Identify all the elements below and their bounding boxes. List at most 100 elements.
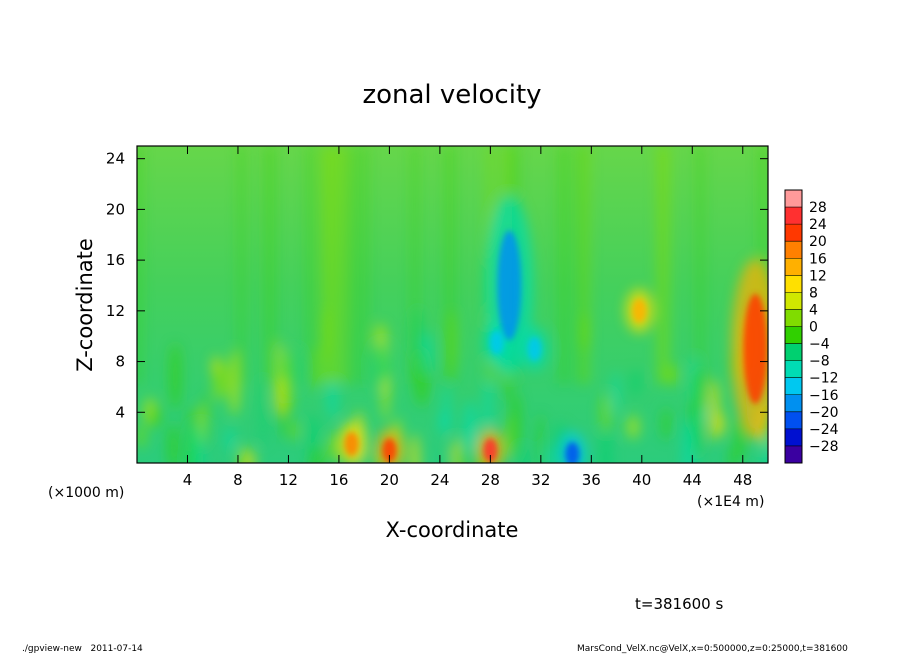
field-streak bbox=[329, 146, 342, 384]
field-texture bbox=[734, 418, 746, 462]
field-texture bbox=[274, 340, 283, 399]
colorbar-swatch bbox=[785, 343, 802, 362]
feature-core bbox=[497, 230, 522, 341]
colorbar-tick-label: 0 bbox=[809, 320, 818, 336]
field-texture bbox=[137, 423, 147, 449]
field-texture bbox=[546, 445, 554, 463]
chart-title: zonal velocity bbox=[362, 80, 541, 110]
field-texture bbox=[536, 413, 544, 463]
field-texture bbox=[422, 331, 434, 374]
field-texture bbox=[167, 423, 179, 463]
field-streak bbox=[660, 146, 671, 384]
field-texture bbox=[510, 392, 522, 460]
colorbar-tick-label: 28 bbox=[809, 200, 827, 216]
time-label: t=381600 s bbox=[635, 595, 723, 613]
field-texture bbox=[326, 432, 338, 463]
field-texture bbox=[149, 407, 162, 428]
field-streak bbox=[411, 146, 419, 384]
field-texture bbox=[629, 369, 642, 397]
colorbar-swatch bbox=[785, 326, 802, 345]
colorbar-tick-label: 8 bbox=[809, 285, 818, 301]
field-texture bbox=[762, 438, 768, 463]
colorbar-swatch bbox=[785, 207, 802, 225]
colorbar-tick-label: 12 bbox=[809, 268, 827, 284]
x-tick-label: 44 bbox=[683, 471, 702, 489]
x-tick-label: 16 bbox=[329, 471, 348, 489]
feature-core bbox=[527, 336, 542, 361]
x-tick-label: 24 bbox=[430, 471, 449, 489]
x-axis-label: X-coordinate bbox=[386, 518, 519, 542]
field-texture bbox=[611, 370, 620, 415]
field-texture bbox=[438, 410, 451, 436]
y-tick-label: 16 bbox=[106, 251, 125, 269]
field-texture bbox=[599, 392, 612, 433]
field-streak bbox=[348, 146, 356, 384]
field-texture bbox=[309, 444, 323, 463]
x-tick-label: 48 bbox=[733, 471, 752, 489]
x-tick-label: 40 bbox=[632, 471, 651, 489]
field-texture bbox=[462, 400, 478, 456]
colorbar-tick-label: 20 bbox=[809, 234, 827, 250]
y-axis-label: Z-coordinate bbox=[73, 238, 97, 372]
y-axis: 4 8 12 16 20 24 bbox=[106, 150, 768, 421]
colorbar-swatch bbox=[785, 377, 802, 396]
feature-core bbox=[743, 293, 768, 404]
field-texture bbox=[189, 424, 204, 463]
feature-core bbox=[382, 438, 397, 463]
field-streak bbox=[319, 146, 330, 384]
footer-left: ./gpview-new 2011-07-14 bbox=[22, 644, 143, 654]
colorbar-swatch bbox=[785, 258, 802, 276]
field-texture bbox=[213, 362, 230, 397]
field-texture bbox=[681, 419, 696, 463]
colorbar-tick-label: −8 bbox=[809, 354, 830, 370]
feature-core bbox=[632, 298, 647, 323]
x-tick-label: 8 bbox=[233, 471, 243, 489]
field-texture bbox=[169, 343, 181, 410]
field-texture bbox=[506, 415, 513, 460]
colorbar-tick-label: −28 bbox=[809, 439, 839, 455]
field-texture bbox=[326, 379, 339, 419]
colorbar-swatch bbox=[785, 445, 802, 464]
field-texture bbox=[290, 419, 300, 442]
field-texture bbox=[715, 411, 726, 437]
x-unit-label: (×1E4 m) bbox=[697, 494, 764, 510]
colorbar-tick-label: 16 bbox=[809, 251, 827, 267]
field-texture bbox=[517, 445, 528, 463]
field-texture bbox=[237, 442, 245, 463]
feature-core bbox=[483, 438, 498, 463]
y-tick-label: 4 bbox=[115, 403, 125, 421]
heatmap-field bbox=[137, 146, 768, 463]
plot-frame bbox=[136, 145, 769, 464]
field-streak bbox=[445, 146, 455, 384]
colorbar-swatch bbox=[785, 411, 802, 430]
x-axis: 4 8 12 16 20 24 28 32 36 40 44 48 bbox=[183, 146, 752, 489]
colorbar-swatch bbox=[785, 241, 802, 259]
field-streak bbox=[696, 146, 704, 384]
y-tick-label: 24 bbox=[106, 150, 125, 168]
y-tick-label: 8 bbox=[115, 353, 125, 371]
field-texture bbox=[483, 375, 494, 439]
field-texture bbox=[260, 377, 267, 448]
colorbar-tick-label: 4 bbox=[809, 302, 818, 318]
colorbar-swatch bbox=[785, 224, 802, 242]
colorbar-swatch bbox=[785, 275, 802, 293]
field-streak bbox=[338, 146, 349, 384]
field-texture bbox=[443, 450, 455, 463]
x-tick-label: 12 bbox=[279, 471, 298, 489]
field-streak bbox=[558, 146, 570, 384]
colorbar-swatch bbox=[785, 360, 802, 379]
x-tick-label: 32 bbox=[531, 471, 550, 489]
colorbar-tick-label: −24 bbox=[809, 422, 839, 438]
field-streak bbox=[306, 146, 315, 384]
x-tick-label: 36 bbox=[582, 471, 601, 489]
feature-core bbox=[344, 431, 359, 456]
field-texture bbox=[283, 348, 294, 412]
y-tick-label: 12 bbox=[106, 302, 125, 320]
colorbar-tick-label: −16 bbox=[809, 388, 839, 404]
field-texture bbox=[626, 414, 640, 440]
feature-core bbox=[565, 442, 580, 463]
colorbar-tick-label: −20 bbox=[809, 405, 839, 421]
field-streak bbox=[360, 146, 368, 384]
